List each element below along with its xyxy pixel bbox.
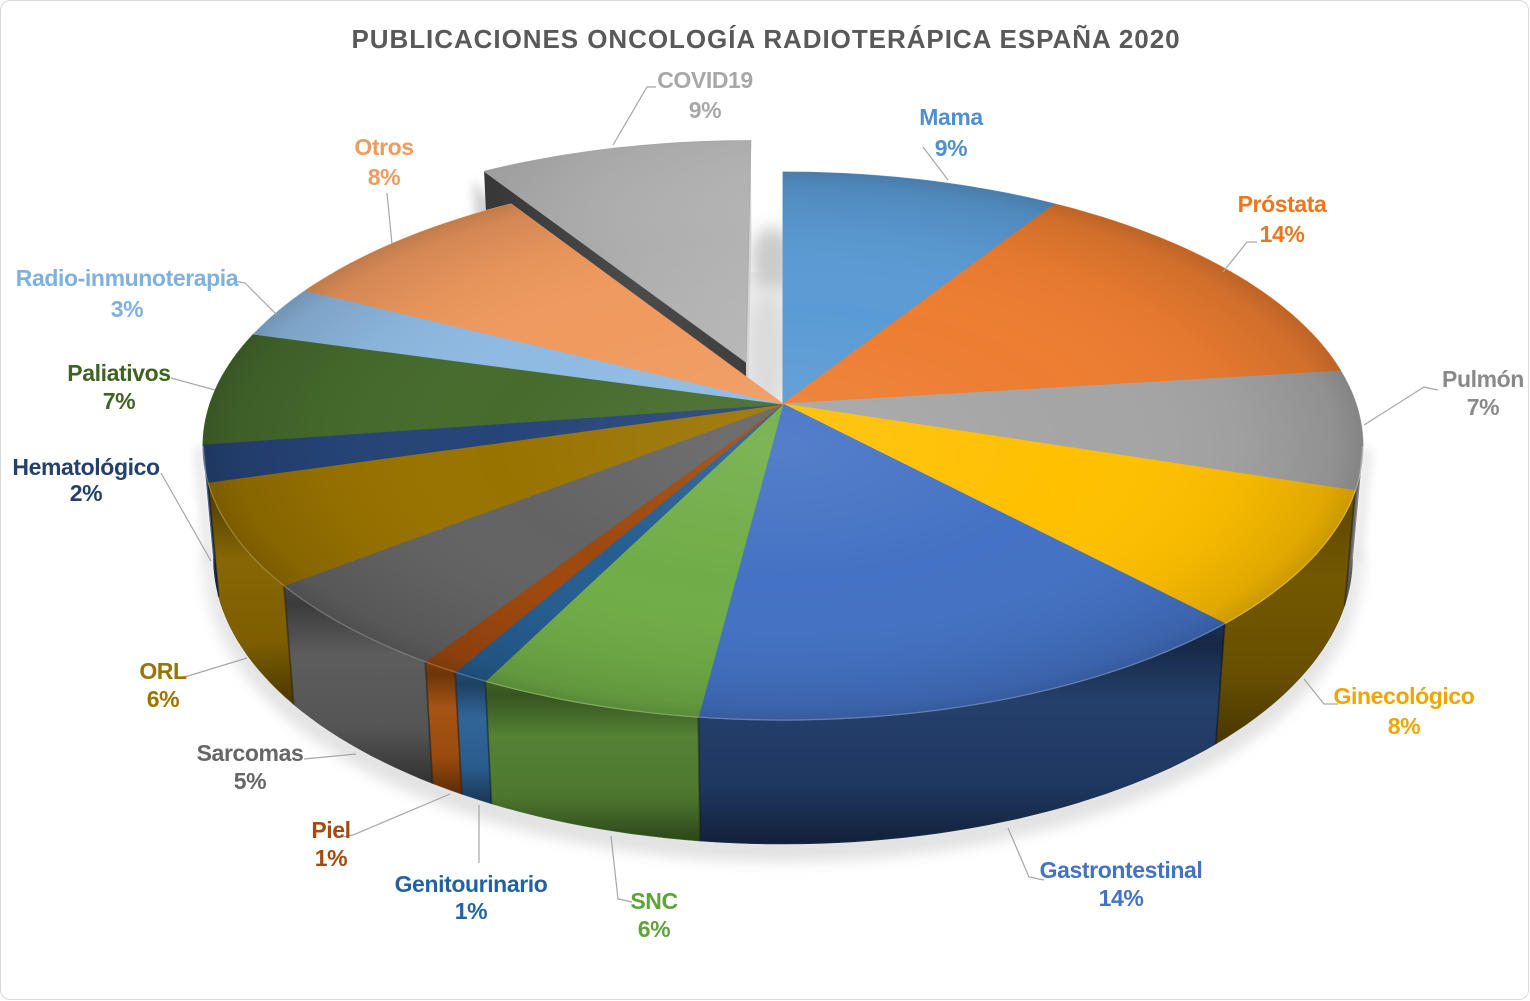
svg-text:7%: 7% [103,388,135,414]
svg-text:Paliativos: Paliativos [67,360,170,386]
svg-text:Hematológico: Hematológico [12,454,160,480]
svg-text:2%: 2% [70,480,102,506]
svg-text:6%: 6% [147,686,179,712]
svg-text:14%: 14% [1260,221,1305,247]
svg-text:Gastrontestinal: Gastrontestinal [1040,857,1203,883]
svg-text:Ginecológico: Ginecológico [1334,683,1475,709]
svg-text:8%: 8% [368,164,400,190]
svg-text:ORL: ORL [139,658,187,684]
svg-text:Próstata: Próstata [1238,191,1327,217]
svg-text:7%: 7% [1467,394,1499,420]
svg-text:5%: 5% [234,768,266,794]
svg-text:8%: 8% [1388,713,1420,739]
svg-text:Piel: Piel [311,817,350,843]
svg-text:9%: 9% [689,97,721,123]
svg-text:Mama: Mama [919,104,983,130]
svg-text:6%: 6% [638,916,670,942]
svg-text:PUBLICACIONES ONCOLOGÍA RADIOT: PUBLICACIONES ONCOLOGÍA RADIOTERÁPICA ES… [351,24,1180,54]
svg-text:Pulmón: Pulmón [1442,366,1524,392]
svg-text:Genitourinario: Genitourinario [395,871,548,897]
svg-text:Radio-inmunoterapia: Radio-inmunoterapia [16,265,239,291]
svg-text:COVID19: COVID19 [657,67,753,93]
svg-text:14%: 14% [1099,885,1144,911]
svg-text:Sarcomas: Sarcomas [197,740,304,766]
svg-text:9%: 9% [935,135,967,161]
svg-text:3%: 3% [111,296,143,322]
svg-text:1%: 1% [315,845,347,871]
svg-text:1%: 1% [455,898,487,924]
svg-text:SNC: SNC [630,888,677,914]
svg-text:Otros: Otros [354,134,413,160]
